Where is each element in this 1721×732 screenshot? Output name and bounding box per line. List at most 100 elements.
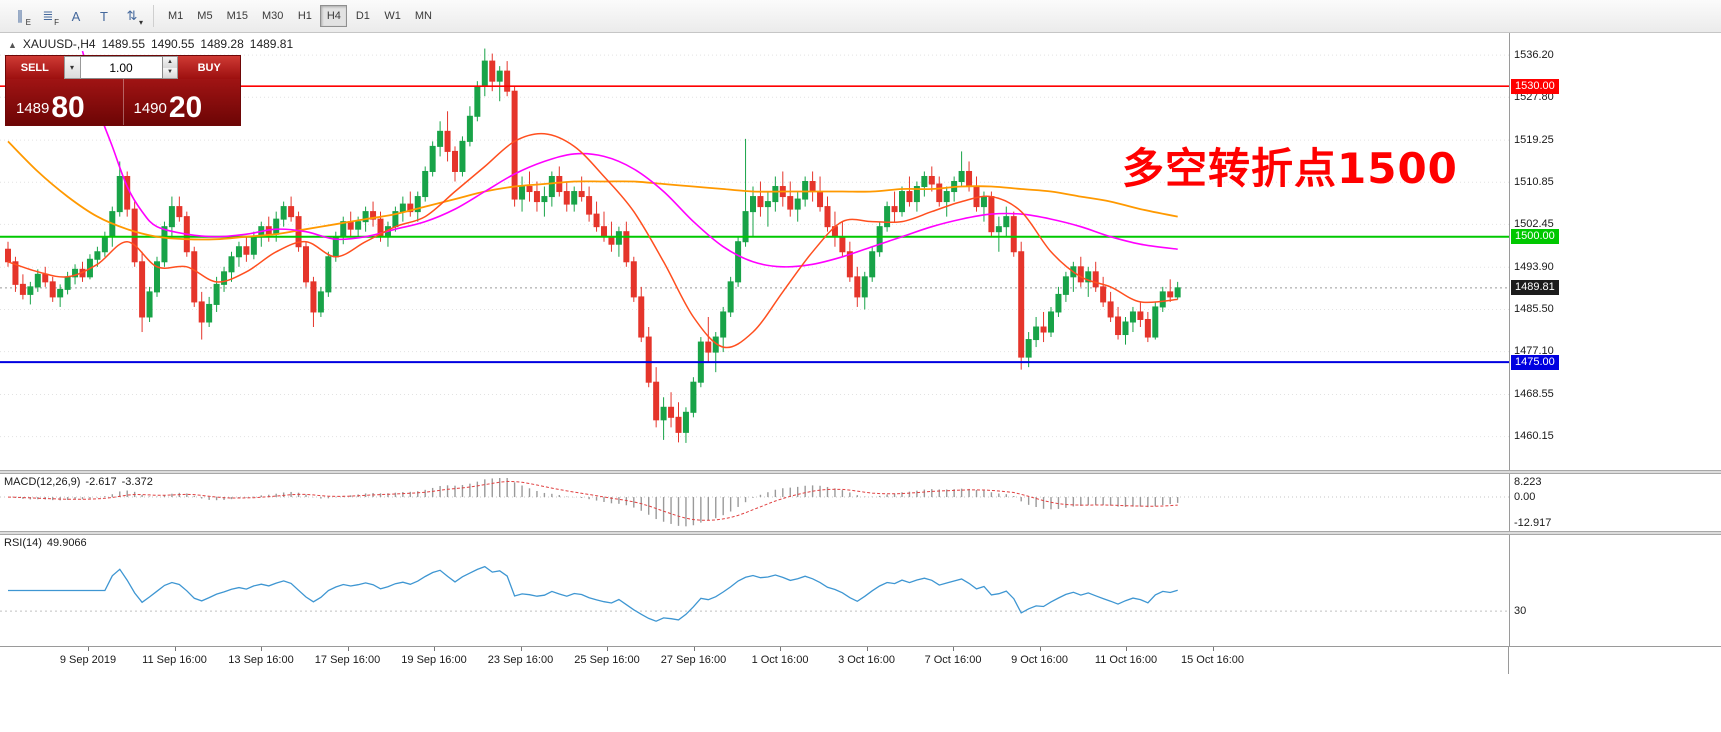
time-tick	[1039, 647, 1041, 651]
axis-tick-label: 0.00	[1514, 491, 1536, 503]
chart-annotation-text: 多空转折点1500	[1122, 144, 1458, 193]
sell-price-main: 1489	[16, 100, 50, 117]
axis-tick-label: 1536.20	[1514, 49, 1554, 61]
time-axis-label: 15 Oct 16:00	[1181, 654, 1244, 666]
axis-tick-label: 1485.50	[1514, 303, 1554, 315]
time-axis-label: 23 Sep 16:00	[487, 654, 554, 666]
sell-price-pips: 80	[51, 90, 85, 124]
one-click-collapse-icon[interactable]: ▲	[8, 40, 17, 50]
low-value: 1489.28	[200, 37, 244, 51]
timeframe-button-m15[interactable]: M15	[226, 10, 248, 22]
timeframe-button-m30[interactable]: M30	[261, 10, 284, 22]
time-tick	[1212, 647, 1214, 651]
axis-tick-label: 1527.80	[1514, 91, 1554, 103]
axis-tick-label: 1519.25	[1514, 134, 1554, 146]
macd-chart-canvas[interactable]	[0, 474, 1509, 531]
macd-axis[interactable]: 8.223 0.00 -12.917	[1509, 474, 1721, 531]
axis-tick-label: 1493.90	[1514, 261, 1554, 273]
rsi-panel: RSI(14) 49.9066 30	[0, 535, 1721, 646]
arrows-tool-icon[interactable]: ⇅ ▾	[126, 8, 143, 27]
chart-ohlc-header: ▲ XAUUSD-,H4 1489.55 1490.55 1489.28 1489.81	[8, 37, 299, 51]
panel-splitter[interactable]	[0, 531, 1721, 535]
toolbar-separator	[153, 5, 154, 27]
macd-label: MACD(12,26,9) -2.617 -3.372	[4, 476, 153, 488]
panel-splitter[interactable]	[0, 470, 1721, 474]
buy-price-pips: 20	[168, 90, 203, 124]
open-value: 1489.55	[101, 37, 145, 51]
time-tick	[780, 647, 781, 651]
price-axis[interactable]: 1536.20 1527.80 1519.25 1510.85 1502.45 1493.…	[1509, 33, 1721, 470]
time-tick	[347, 647, 349, 651]
buy-price-main: 1490	[133, 100, 167, 117]
time-tick	[693, 647, 695, 651]
order-type-dropdown[interactable]: ▾	[63, 56, 81, 79]
time-axis-label: 11 Sep 16:00	[142, 654, 207, 666]
time-tick	[1126, 647, 1127, 651]
timeframe-button-m5[interactable]: M5	[197, 10, 213, 22]
toolbar-timeframes: M1 M5 M15 M30 H1 H4 D1 W1 MN	[161, 5, 439, 27]
time-tick	[261, 647, 262, 651]
price-panel: ▲ XAUUSD-,H4 1489.55 1490.55 1489.28 1489.81 …	[0, 33, 1721, 470]
time-axis-label: 3 Oct 16:00	[838, 654, 895, 666]
axis-tick-label: 1510.85	[1514, 176, 1554, 188]
volume-decrease-button[interactable]: ▼	[162, 67, 178, 78]
one-click-trading-widget: SELL ▾ ▲ ▼ BUY 1489 80 1490 20	[5, 55, 241, 126]
axis-tick-label: 8.223	[1514, 476, 1542, 488]
toolbar: ∥ E ≣ F A T ⇅ ▾ M1 M5 M15 M30 H1 H4 D1 W1 MN	[0, 0, 1721, 33]
axis-price-tag: 1530.00	[1511, 79, 1559, 94]
time-axis-label: 13 Sep 16:00	[228, 654, 294, 666]
axis-price-tag: 1500.00	[1511, 229, 1559, 244]
axis-tick-label: 1502.45	[1514, 218, 1554, 230]
volume-increase-button[interactable]: ▲	[162, 57, 178, 68]
time-tick	[434, 647, 435, 651]
time-axis-label: 9 Sep 2019	[59, 654, 117, 666]
axis-tick-label: 1477.10	[1514, 345, 1554, 357]
time-tick	[174, 647, 176, 651]
time-axis[interactable]: 9 Sep 2019 11 Sep 16:00 13 Sep 16:00 17 Sep…	[0, 646, 1721, 674]
time-axis-label: 7 Oct 16:00	[924, 654, 982, 666]
high-value: 1490.55	[151, 37, 195, 51]
time-tick	[866, 647, 868, 651]
timeframe-button-mn[interactable]: MN	[414, 10, 432, 22]
equidistant-channel-icon[interactable]: ∥ E	[16, 8, 31, 27]
volume-input[interactable]	[80, 56, 163, 79]
timeframe-button-d1[interactable]: D1	[355, 10, 370, 22]
axis-tick-label: 30	[1514, 605, 1527, 617]
time-tick	[953, 647, 954, 651]
symbol-label: XAUUSD-,H4	[22, 37, 96, 51]
text-label-tool-icon[interactable]: T	[100, 8, 108, 24]
buy-price-display[interactable]: 1490 20	[124, 79, 241, 125]
time-axis-label: 1 Oct 16:00	[751, 654, 809, 666]
timeframe-button-h1[interactable]: H1	[297, 10, 312, 22]
rsi-label: RSI(14) 49.9066	[4, 537, 87, 549]
text-tool-icon[interactable]: A	[71, 8, 81, 24]
axis-tick-label: 1460.15	[1514, 430, 1554, 442]
bottom-whitespace	[0, 674, 1721, 732]
close-value: 1489.81	[249, 37, 294, 51]
axis-tick-label: -12.917	[1514, 517, 1552, 529]
time-axis-label: 9 Oct 16:00	[1011, 654, 1068, 666]
time-axis-label: 19 Sep 16:00	[401, 654, 467, 666]
macd-panel: MACD(12,26,9) -2.617 -3.372 8.223 0.00 -12.9…	[0, 474, 1721, 531]
axis-tick-label: 1468.55	[1514, 388, 1554, 400]
axis-price-tag: 1475.00	[1511, 355, 1559, 370]
chevron-down-icon: ▾	[70, 63, 75, 72]
time-tick	[88, 647, 89, 651]
buy-button[interactable]: BUY	[178, 56, 241, 79]
rsi-axis[interactable]: 30	[1509, 535, 1721, 646]
timeframe-button-m1[interactable]: M1	[168, 10, 184, 22]
time-tick	[607, 647, 608, 651]
toolbar-line-studies: ∥ E ≣ F A T ⇅ ▾	[6, 4, 146, 28]
time-axis-label: 17 Sep 16:00	[314, 654, 381, 666]
time-tick	[520, 647, 522, 651]
axis-price-tag: 1489.81	[1511, 280, 1559, 295]
sell-price-display[interactable]: 1489 80	[6, 79, 123, 125]
sell-button[interactable]: SELL	[6, 56, 64, 79]
time-axis-label: 27 Sep 16:00	[660, 654, 727, 666]
rsi-chart-canvas[interactable]	[0, 535, 1509, 646]
volume-stepper: ▲ ▼	[162, 56, 179, 79]
timeframe-button-h4[interactable]: H4	[320, 5, 348, 27]
fibonacci-retracement-icon[interactable]: ≣ F	[42, 8, 59, 27]
timeframe-button-w1[interactable]: W1	[384, 10, 401, 22]
